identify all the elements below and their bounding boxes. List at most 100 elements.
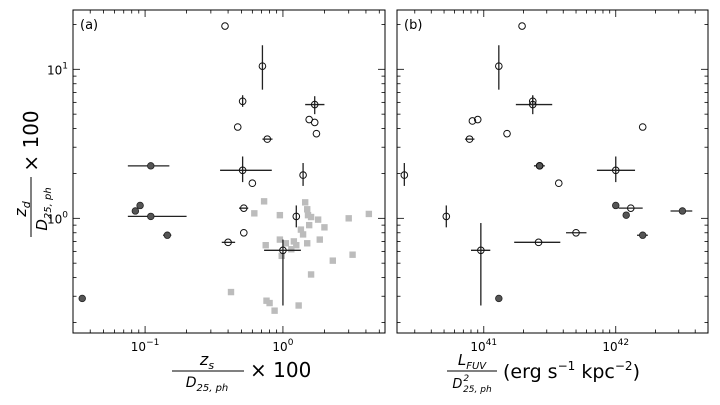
open-circle-marker	[534, 238, 543, 247]
b-filled-circle-point-4	[637, 231, 648, 239]
b-open-circle-point-0	[518, 22, 526, 30]
xa-label-suffix: × 100	[250, 358, 311, 382]
a-gray-square-point-9	[305, 221, 313, 229]
a-open-circle-point-15	[221, 238, 236, 247]
open-circle-marker	[305, 115, 313, 124]
panel-a-frame	[72, 9, 386, 334]
gray-square-marker	[290, 238, 298, 245]
a-gray-square-point-19	[262, 242, 269, 249]
gray-square-marker	[305, 221, 313, 229]
a-open-circle-point-10	[299, 163, 307, 186]
open-circle-marker	[477, 246, 485, 255]
b-open-circle-point-8	[464, 135, 475, 143]
a-gray-square-point-3	[301, 199, 309, 206]
a-open-circle-point-6	[305, 115, 313, 124]
open-circle-marker	[465, 135, 474, 143]
a-open-circle-point-3	[305, 96, 325, 115]
x-tick-label-b-1: 1042	[602, 338, 629, 354]
a-filled-circle-point-0	[127, 162, 170, 170]
a-open-circle-point-0	[221, 22, 229, 30]
x-axis-label-b: LFUV D2 25, ph (erg s−1 kpc−2)	[447, 351, 640, 395]
open-circle-marker	[221, 22, 229, 30]
panel-b-frame	[396, 9, 709, 334]
gray-square-marker	[288, 246, 295, 253]
gray-square-marker	[307, 271, 315, 278]
a-gray-square-point-25	[365, 210, 373, 218]
gray-square-marker	[299, 231, 307, 238]
panel-a-label: (a)	[80, 18, 98, 33]
b-open-circle-point-1	[495, 45, 503, 90]
y-label-denominator: D25, ph	[33, 187, 54, 230]
a-gray-square-point-2	[276, 211, 284, 219]
a-open-circle-point-8	[262, 135, 273, 143]
b-filled-circle-point-5	[495, 294, 503, 303]
a-gray-square-point-16	[276, 236, 284, 243]
gray-square-marker	[307, 213, 315, 221]
filled-circle-marker	[147, 212, 155, 221]
gray-square-marker	[304, 206, 311, 213]
open-circle-marker	[258, 62, 267, 70]
a-gray-square-point-12	[316, 236, 323, 243]
filled-circle-marker	[131, 207, 140, 215]
b-filled-circle-point-2	[622, 211, 630, 219]
a-gray-square-point-22	[329, 257, 337, 264]
y-label-suffix: × 100	[19, 110, 43, 171]
filled-circle-marker	[136, 201, 144, 210]
open-circle-marker	[299, 171, 307, 179]
open-circle-marker	[495, 62, 503, 70]
a-gray-square-point-7	[314, 216, 322, 223]
b-open-circle-point-15	[566, 228, 587, 237]
a-filled-circle-point-1	[136, 201, 144, 210]
x-tick-label-b-0: 1041	[470, 338, 497, 354]
a-gray-square-point-15	[282, 240, 290, 247]
filled-circle-marker	[163, 231, 172, 239]
a-open-circle-point-14	[239, 228, 248, 237]
a-open-circle-point-13	[292, 205, 301, 228]
filled-circle-marker	[495, 294, 503, 303]
gray-square-marker	[282, 240, 290, 247]
gray-square-marker	[295, 302, 302, 309]
a-gray-square-point-26	[227, 288, 235, 296]
open-circle-marker	[554, 179, 563, 188]
b-open-circle-point-5	[473, 115, 482, 124]
a-gray-square-point-13	[304, 240, 311, 247]
gray-square-marker	[251, 210, 258, 217]
a-gray-square-point-11	[299, 231, 307, 238]
b-open-circle-point-17	[470, 223, 491, 306]
open-circle-marker	[224, 238, 232, 247]
gray-square-marker	[345, 215, 352, 222]
gray-square-marker	[304, 240, 311, 247]
filled-circle-marker	[622, 211, 630, 219]
gray-square-marker	[349, 251, 356, 258]
a-gray-square-point-10	[297, 226, 305, 233]
open-circle-marker	[528, 100, 537, 109]
a-filled-circle-point-3	[127, 212, 187, 221]
a-gray-square-point-4	[304, 206, 311, 213]
x-tick-label-a-0: 10−1	[131, 338, 160, 354]
gray-square-marker	[321, 224, 328, 231]
a-open-circle-point-9	[220, 156, 272, 183]
gray-square-marker	[278, 252, 285, 260]
open-circle-marker	[263, 135, 272, 143]
a-gray-square-point-21	[307, 271, 315, 278]
open-circle-marker	[626, 204, 635, 212]
x-tick-label-a-1: 100	[272, 338, 293, 354]
open-circle-marker	[611, 166, 620, 175]
open-circle-marker	[473, 115, 482, 124]
a-open-circle-point-16	[264, 239, 301, 306]
open-circle-marker	[518, 22, 526, 30]
open-circle-marker	[239, 204, 248, 212]
a-gray-square-point-30	[295, 302, 302, 309]
a-gray-square-point-18	[293, 242, 300, 249]
gray-square-marker	[301, 199, 309, 206]
a-gray-square-point-1	[251, 210, 258, 217]
b-open-circle-point-11	[400, 163, 409, 186]
a-gray-square-point-6	[307, 213, 315, 221]
x-axis-label-a: zs D25, ph × 100	[172, 350, 311, 394]
a-gray-square-point-14	[290, 238, 298, 245]
gray-square-marker	[276, 211, 284, 219]
a-gray-square-point-0	[260, 198, 268, 205]
b-open-circle-point-3	[515, 96, 553, 115]
